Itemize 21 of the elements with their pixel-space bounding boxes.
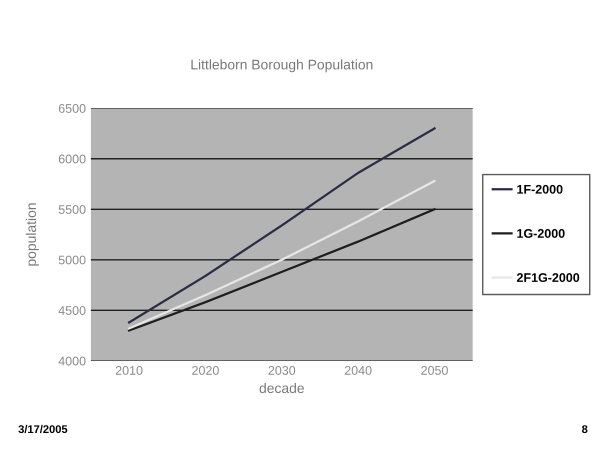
x-tick-label: 2050 [421,366,448,375]
y-tick-label: 5000 [58,256,86,264]
x-tick-label: 2030 [268,366,296,375]
chart-title: Littleborn Borough Population [191,59,372,72]
line-series [128,127,436,324]
legend-label: 1F-2000 [517,184,563,194]
legend-label: 1G-2000 [517,229,565,238]
text: 8 [582,425,588,434]
x-tick-label: 2010 [116,366,142,375]
x-axis-title: decade [260,382,304,394]
y-tick-label: 4000 [58,356,86,366]
y-tick-label: 4500 [58,306,86,315]
y-tick-label: 6000 [58,154,86,164]
x-tick-label: 2020 [192,366,219,375]
x-tick-label: 2040 [344,366,372,375]
line-series [128,180,436,330]
y-tick-label: 5500 [58,205,86,214]
legend-label: 2F1G-2000 [516,273,580,282]
y-tick-label: 6500 [58,104,86,113]
text: 3/17/2005 [18,424,68,434]
y-axis-title: population [26,203,39,266]
